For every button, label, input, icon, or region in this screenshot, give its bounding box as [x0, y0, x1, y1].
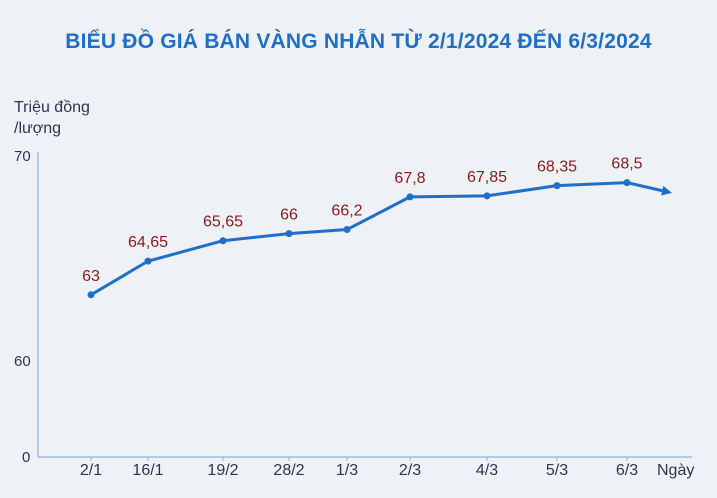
x-tick-label: 28/2 — [273, 462, 304, 479]
x-axis-label: Ngày — [657, 462, 694, 479]
data-point — [219, 237, 227, 245]
data-label: 66,2 — [331, 203, 362, 220]
x-tick-label: 16/1 — [132, 462, 163, 479]
trend-arrow — [626, 181, 672, 196]
data-point — [553, 182, 561, 190]
x-tick-label: 2/3 — [399, 462, 421, 479]
x-tick-label: 5/3 — [546, 462, 568, 479]
data-point — [483, 192, 491, 200]
data-label: 67,85 — [467, 169, 507, 186]
data-label: 68,5 — [611, 156, 642, 173]
y-tick-label-70: 70 — [14, 148, 31, 165]
y-tick-label-0: 0 — [22, 449, 30, 466]
chart-title: BIỂU ĐỒ GIÁ BÁN VÀNG NHẪN TỪ 2/1/2024 ĐẾ… — [65, 30, 652, 53]
data-label: 67,8 — [394, 170, 425, 187]
data-label: 66 — [280, 207, 298, 224]
data-label: 63 — [82, 268, 100, 285]
y-axis-label-line2: /lượng — [14, 120, 61, 137]
data-label: 68,35 — [537, 159, 577, 176]
x-tick-label: 2/1 — [80, 462, 102, 479]
x-tick-label: 4/3 — [476, 462, 498, 479]
x-tick-label: 6/3 — [616, 462, 638, 479]
data-point — [87, 291, 95, 299]
data-point — [343, 226, 351, 234]
data-point — [144, 257, 152, 265]
y-axis-label-line1: Triệu đồng — [14, 99, 90, 116]
data-point — [285, 230, 293, 238]
data-point — [406, 193, 414, 201]
series-line — [90, 181, 628, 297]
y-tick-label-60: 60 — [14, 353, 31, 370]
data-label: 64,65 — [128, 234, 168, 251]
data-point — [623, 179, 631, 187]
data-label: 65,65 — [203, 214, 243, 231]
x-tick-label: 19/2 — [207, 462, 238, 479]
x-tick-label: 1/3 — [336, 462, 358, 479]
